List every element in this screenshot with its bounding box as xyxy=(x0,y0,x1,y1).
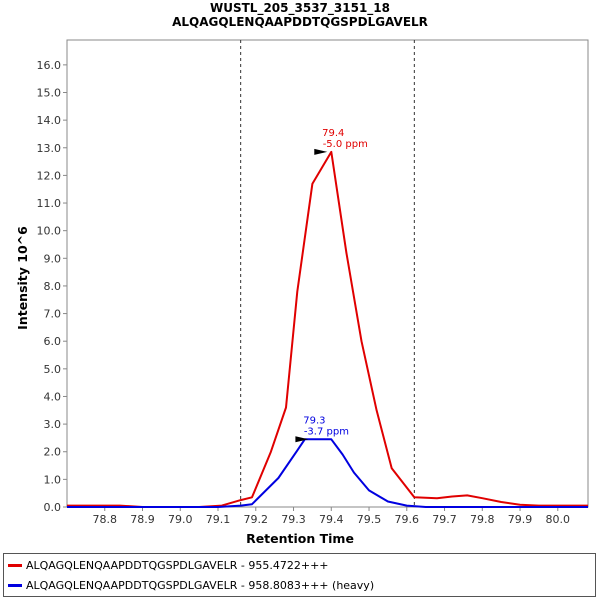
x-axis-label: Retention Time xyxy=(246,531,354,546)
y-tick-label: 16.0 xyxy=(37,59,62,72)
legend-label: ALQAGQLENQAAPDDTQGSPDLGAVELR - 958.8083+… xyxy=(26,578,375,592)
series-line-0 xyxy=(67,150,588,508)
legend-label: ALQAGQLENQAAPDDTQGSPDLGAVELR - 955.4722+… xyxy=(26,558,329,572)
x-tick-label: 79.1 xyxy=(206,513,231,526)
y-tick-label: 4.0 xyxy=(44,390,62,403)
legend: ALQAGQLENQAAPDDTQGSPDLGAVELR - 955.4722+… xyxy=(3,553,596,597)
y-axis: 0.0 1.0 2.0 3.0 4.0 5.0 6.0 7.0 8.0 9.0 10.0 11.0 12… xyxy=(37,59,67,514)
x-tick-label: 79.7 xyxy=(432,513,457,526)
chart-title: WUSTL_205_3537_3151_18 xyxy=(210,1,390,16)
y-tick-label: 5.0 xyxy=(44,363,62,376)
legend-swatch xyxy=(8,583,22,587)
peak-rt-label: 79.4 xyxy=(322,128,344,139)
y-tick-label: 2.0 xyxy=(44,446,62,459)
plot-area xyxy=(66,39,589,508)
peak-ppm-label: -3.7 ppm xyxy=(304,426,349,437)
legend-swatch xyxy=(8,563,22,567)
x-tick-label: 79.2 xyxy=(244,513,269,526)
series-lines xyxy=(67,150,588,508)
legend-item: ALQAGQLENQAAPDDTQGSPDLGAVELR - 958.8083+… xyxy=(8,575,374,595)
x-tick-label: 79.4 xyxy=(319,513,344,526)
x-tick-label: 79.0 xyxy=(168,513,193,526)
y-tick-label: 8.0 xyxy=(44,280,62,293)
y-tick-label: 9.0 xyxy=(44,252,62,265)
y-tick-label: 0.0 xyxy=(44,501,62,514)
peak-annotations: 79.4-5.0 ppm 79.3-3.7 ppm xyxy=(295,128,368,443)
x-tick-label: 79.9 xyxy=(508,513,533,526)
x-tick-label: 78.8 xyxy=(93,513,118,526)
peak-arrow xyxy=(295,436,309,443)
y-tick-label: 1.0 xyxy=(44,473,62,486)
y-axis-label: Intensity 10^6 xyxy=(15,226,30,330)
x-tick-label: 79.3 xyxy=(281,513,306,526)
x-tick-label: 79.5 xyxy=(357,513,382,526)
x-tick-label: 79.8 xyxy=(470,513,495,526)
y-tick-label: 7.0 xyxy=(44,308,62,321)
y-tick-label: 3.0 xyxy=(44,418,62,431)
chromatogram-chart: WUSTL_205_3537_3151_18 ALQAGQLENQAAPDDTQ… xyxy=(15,1,589,546)
y-tick-label: 14.0 xyxy=(37,114,62,127)
x-tick-label: 79.6 xyxy=(395,513,420,526)
peak-arrow xyxy=(314,148,328,155)
x-tick-label: 80.0 xyxy=(546,513,571,526)
series-line-1 xyxy=(67,438,588,508)
plot-frame xyxy=(66,39,589,508)
x-axis: 78.8 78.9 79.0 79.1 79.2 79.3 79.4 79.5 79.6 79.7… xyxy=(93,507,571,526)
y-tick-label: 13.0 xyxy=(37,142,62,155)
peak-rt-label: 79.3 xyxy=(303,415,325,426)
y-tick-label: 11.0 xyxy=(37,197,62,210)
x-tick-label: 78.9 xyxy=(130,513,155,526)
y-tick-label: 12.0 xyxy=(37,169,62,182)
y-tick-label: 10.0 xyxy=(37,225,62,238)
chart-subtitle: ALQAGQLENQAAPDDTQGSPDLGAVELR xyxy=(172,15,428,29)
legend-item: ALQAGQLENQAAPDDTQGSPDLGAVELR - 955.4722+… xyxy=(8,555,329,575)
peak-ppm-label: -5.0 ppm xyxy=(323,139,368,150)
y-tick-label: 15.0 xyxy=(37,87,62,100)
y-tick-label: 6.0 xyxy=(44,335,62,348)
